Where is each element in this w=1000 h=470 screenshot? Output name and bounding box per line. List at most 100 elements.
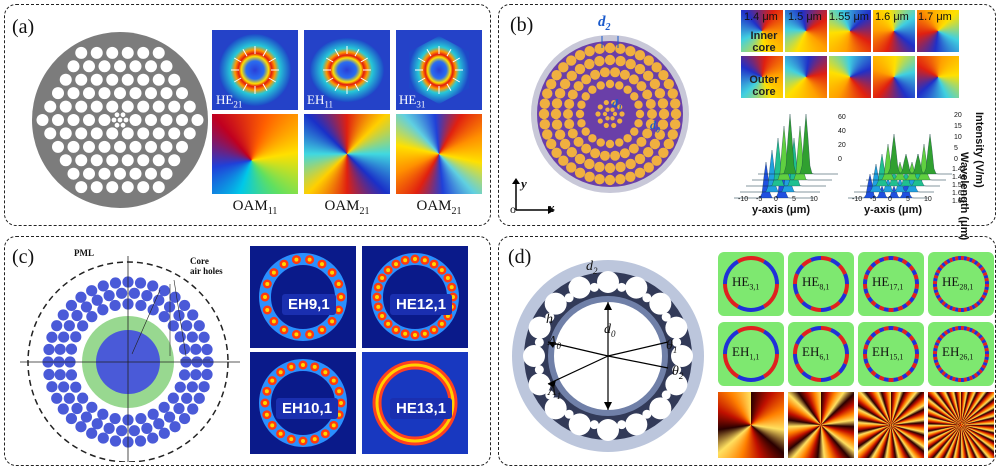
air-hole <box>187 403 199 415</box>
air-hole <box>663 138 675 150</box>
air-hole <box>588 134 597 143</box>
air-hole <box>135 299 147 312</box>
air-hole <box>588 85 597 94</box>
field-arc <box>968 257 974 263</box>
small-air-hole <box>672 365 682 375</box>
air-hole <box>141 290 153 302</box>
mode-name: EH <box>872 344 890 359</box>
air-hole <box>574 167 586 179</box>
mode-name: HE <box>802 274 820 289</box>
air-hole <box>137 181 150 194</box>
z-tick-left: 20 <box>838 142 846 149</box>
air-hole <box>129 87 142 100</box>
field-arc <box>939 264 945 270</box>
air-hole <box>566 55 577 66</box>
small-air-hole <box>661 390 671 400</box>
z-tick-right: 15 <box>954 123 962 130</box>
air-hole <box>584 158 595 170</box>
air-hole <box>190 343 202 355</box>
x-tick-left: 10 <box>810 196 818 203</box>
air-hole <box>129 114 142 126</box>
z-tick-left: 0 <box>838 156 842 163</box>
air-hole <box>615 55 626 67</box>
field-arc <box>893 307 899 312</box>
air-hole <box>97 280 109 292</box>
mode-name: EH <box>732 344 750 359</box>
air-hole <box>625 58 636 70</box>
field-arc <box>762 353 779 379</box>
air-hole <box>657 119 669 130</box>
panel-b-coordinate-axes <box>512 178 555 214</box>
air-hole <box>651 62 662 73</box>
field-arc <box>883 256 889 261</box>
field-arc <box>795 363 805 374</box>
air-hole <box>634 153 646 165</box>
air-hole <box>596 81 605 90</box>
air-hole <box>52 114 64 126</box>
core-hole <box>114 112 120 118</box>
air-hole <box>594 161 605 173</box>
panel-c-fiber-cross-section <box>20 256 240 462</box>
air-hole <box>137 73 150 86</box>
air-hole <box>198 381 210 393</box>
field-arc <box>864 292 871 299</box>
field-arc <box>934 341 940 347</box>
air-hole <box>80 301 93 313</box>
d-d0-label: d0 <box>604 322 616 339</box>
air-hole <box>176 140 188 153</box>
wavelength-label-4: 1.6 μm <box>875 11 909 23</box>
field-arc <box>897 375 904 381</box>
air-hole <box>116 287 128 299</box>
intensity-lobe-core <box>271 319 276 324</box>
air-hole <box>174 381 186 393</box>
air-hole <box>152 100 165 113</box>
mode-field-tile <box>858 252 924 316</box>
mode-field-tile <box>788 252 854 316</box>
air-hole <box>86 311 98 323</box>
field-arc <box>979 296 985 302</box>
air-hole <box>57 309 69 321</box>
air-hole <box>158 285 170 297</box>
polarization-arrow <box>360 77 369 83</box>
core-hole <box>123 117 129 123</box>
field-arc <box>795 334 805 345</box>
field-arc <box>795 264 805 275</box>
field-arc <box>810 376 822 382</box>
air-hole <box>559 78 571 90</box>
field-arc <box>874 258 881 265</box>
field-arc <box>966 326 971 332</box>
intensity-lobe-core <box>270 378 275 383</box>
intensity-lobe-core <box>439 321 444 326</box>
field-arc <box>878 257 885 263</box>
field-arc <box>820 256 832 262</box>
polarization-arrow <box>233 57 242 63</box>
field-arc <box>934 361 940 367</box>
small-air-hole <box>589 282 599 292</box>
air-hole <box>594 173 605 185</box>
polarization-arrow <box>426 83 432 92</box>
field-arc <box>973 372 979 378</box>
tile-background <box>788 322 854 386</box>
intensity-lobe-core <box>439 268 444 273</box>
inner-air-hole <box>619 111 625 117</box>
outer-air-hole <box>665 373 688 396</box>
air-hole <box>91 418 103 430</box>
field-arc <box>935 294 941 299</box>
field-arc <box>982 361 988 367</box>
x-tick-right: -5 <box>870 196 877 203</box>
field-arc <box>933 289 939 294</box>
panel-c-label: (c) <box>12 246 35 268</box>
air-hole <box>44 100 57 113</box>
air-hole <box>551 70 562 81</box>
air-hole <box>59 127 72 140</box>
field-arc <box>913 358 919 365</box>
field-arc <box>801 370 812 380</box>
air-hole <box>643 55 654 66</box>
intensity-lobe-core <box>294 332 299 337</box>
air-hole <box>581 127 590 136</box>
outer-air-hole <box>649 292 672 315</box>
air-hole <box>168 100 181 113</box>
air-hole <box>604 162 616 174</box>
polarization-arrow <box>354 48 360 57</box>
field-arc <box>870 331 877 338</box>
